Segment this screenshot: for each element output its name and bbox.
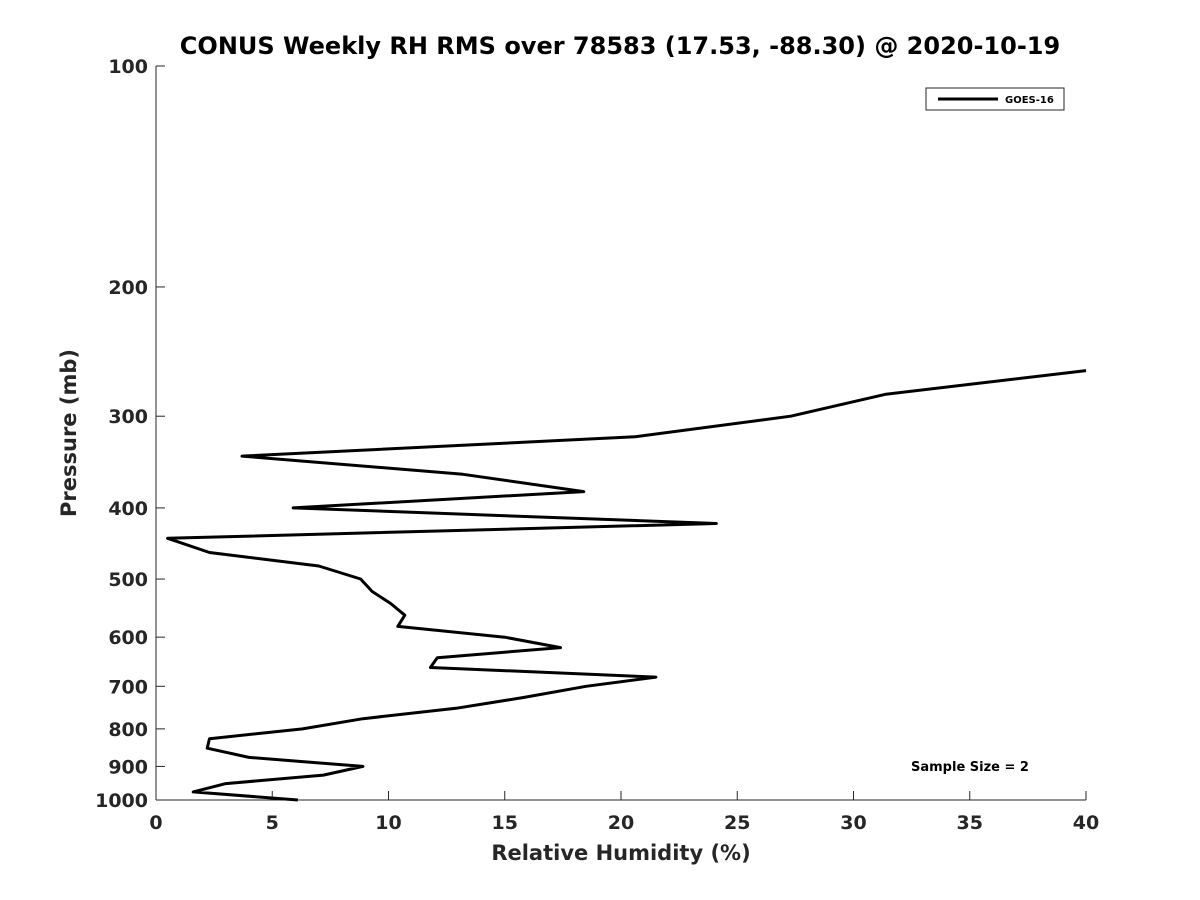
x-tick-label: 25: [724, 812, 750, 834]
x-tick-label: 5: [266, 812, 279, 834]
y-tick-label: 500: [108, 569, 148, 591]
x-tick-label: 20: [608, 812, 634, 834]
y-axis-label: Pressure (mb): [57, 349, 81, 517]
x-tick-label: 10: [375, 812, 401, 834]
y-tick-label: 1000: [95, 790, 148, 812]
plot-area: [155, 66, 1086, 801]
x-ticks: 0 5 10 15 20 25 30 35 40: [149, 791, 1099, 834]
x-tick-label: 30: [840, 812, 866, 834]
x-tick-label: 35: [957, 812, 983, 834]
x-tick-label: 15: [492, 812, 518, 834]
sample-size-annotation: Sample Size = 2: [911, 760, 1029, 775]
series-line-goes-16: [166, 369, 1087, 802]
chart-title: CONUS Weekly RH RMS over 78583 (17.53, -…: [180, 32, 1060, 60]
y-tick-label: 800: [108, 719, 148, 741]
y-tick-label: 700: [108, 676, 148, 698]
legend-entry-goes-16: GOES-16: [1005, 95, 1054, 106]
y-tick-label: 300: [108, 406, 148, 428]
x-axis-label: Relative Humidity (%): [491, 841, 750, 865]
y-tick-label: 200: [108, 277, 148, 299]
y-tick-label: 400: [108, 498, 148, 520]
legend: GOES-16: [925, 87, 1065, 111]
x-tick-label: 0: [149, 812, 162, 834]
y-tick-label: 100: [108, 56, 148, 78]
y-tick-label: 900: [108, 756, 148, 778]
y-ticks: 100 200 300 400 500 600 700 800 900 1000: [95, 56, 165, 812]
x-tick-label: 40: [1073, 812, 1099, 834]
y-tick-label: 600: [108, 627, 148, 649]
